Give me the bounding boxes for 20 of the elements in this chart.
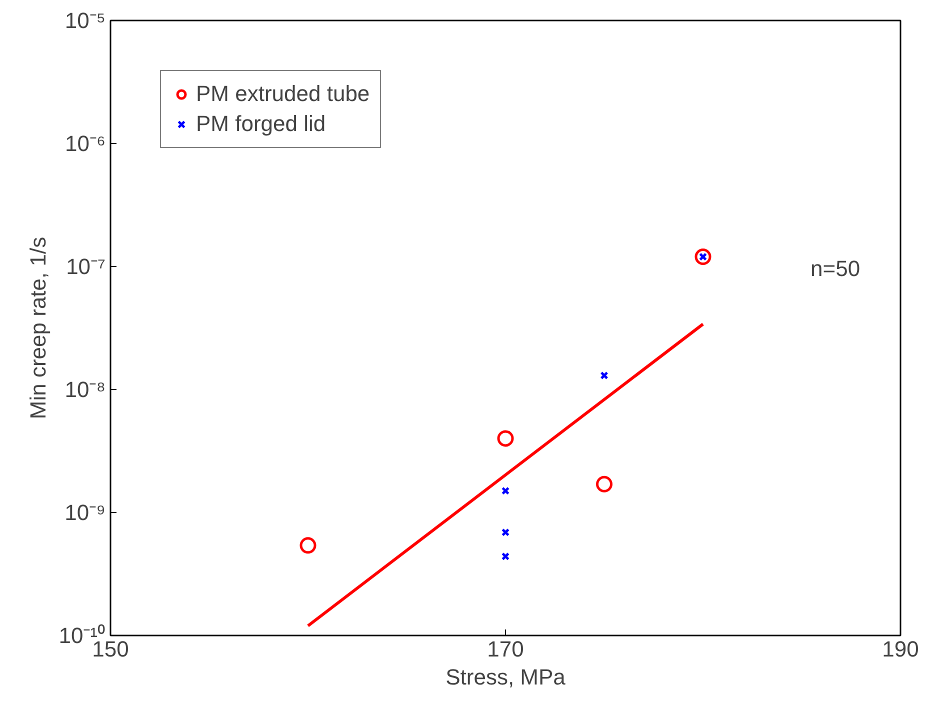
point [501,486,510,495]
y-tick-label: 10⁻⁶ [64,131,106,156]
x-tick-label: 170 [487,636,524,662]
y-axis-title: Min creep rate, 1/s [26,236,51,420]
y-tick-label: 10⁻⁵ [64,8,106,33]
legend-label: PM extruded tube [196,81,370,107]
y-tick-label: 10⁻⁸ [64,377,106,402]
point [694,248,712,265]
point [600,371,608,380]
y-tick-label: 10⁻⁷ [66,254,106,279]
legend-label: PM forged lid [196,111,326,137]
point [596,476,612,492]
point [501,552,510,560]
annotation: n=50 [810,256,860,281]
point [497,430,514,447]
x-tick-label: 190 [882,636,919,662]
point [501,528,510,536]
y-tick-label: 10⁻⁹ [64,500,106,525]
point [300,537,316,554]
x-axis-title: Stress, MPa [446,664,566,690]
